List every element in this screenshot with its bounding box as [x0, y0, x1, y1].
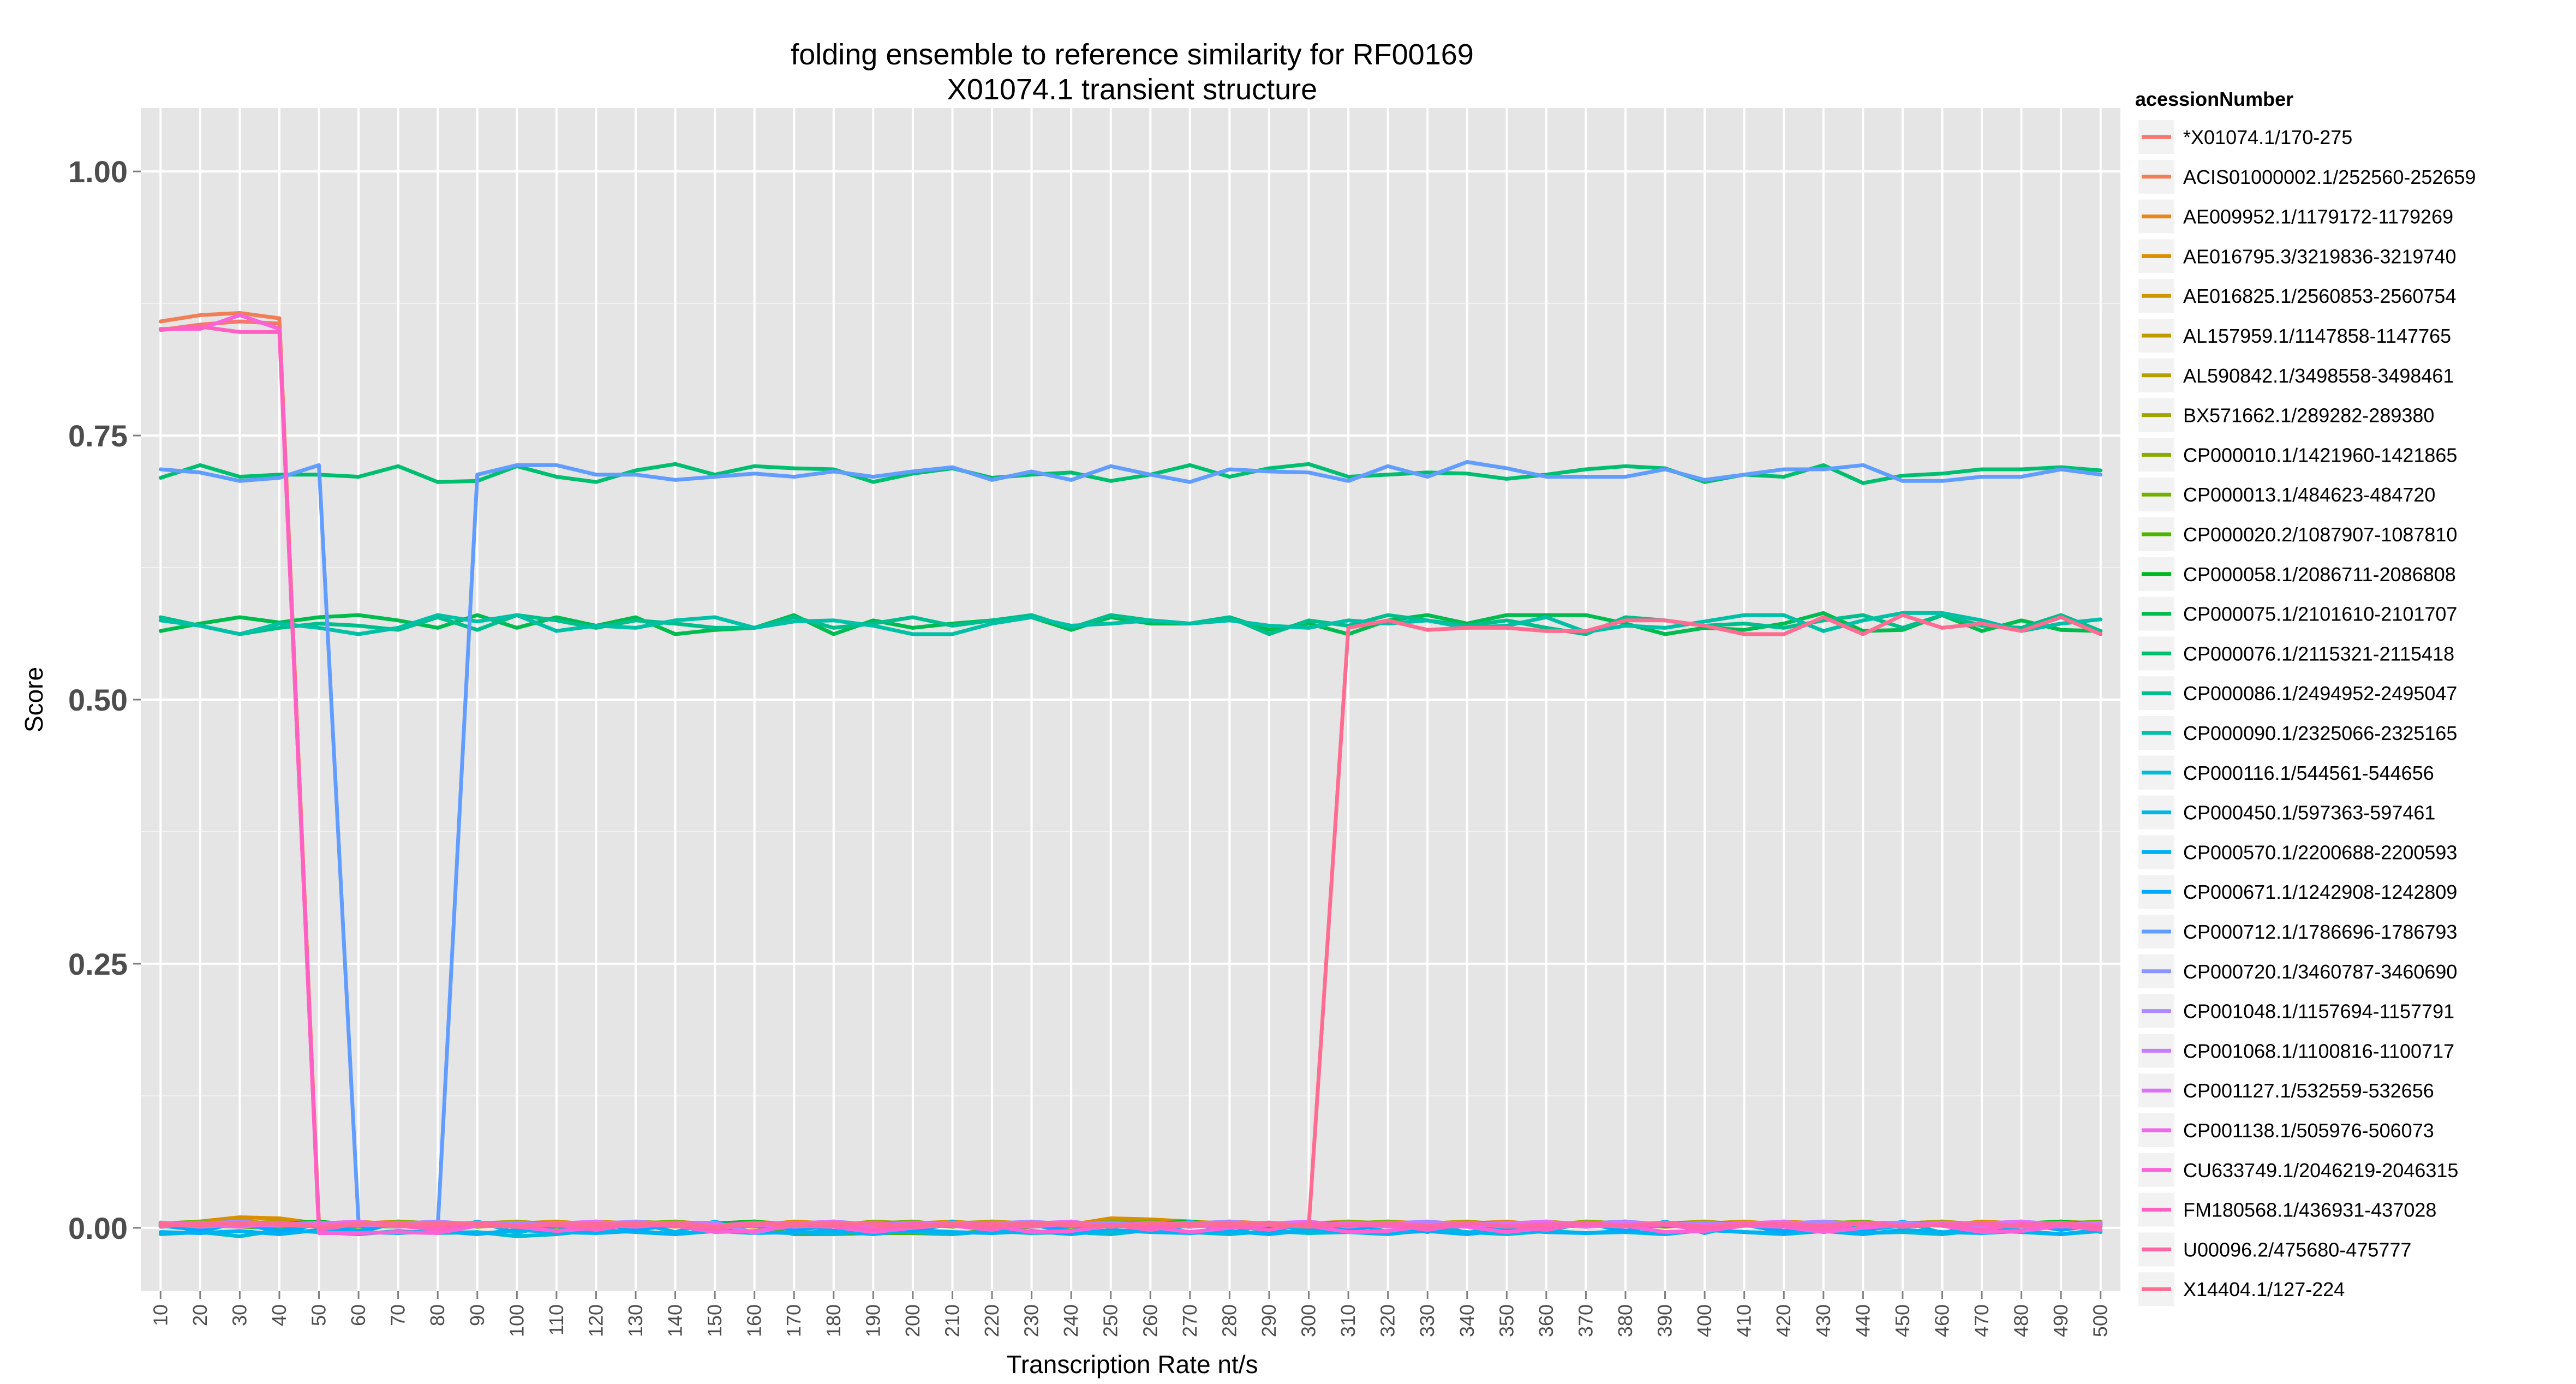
x-tick-label: 110 — [545, 1304, 567, 1335]
legend-item-label: CU633749.1/2046219-2046315 — [2183, 1159, 2458, 1182]
legend-item-label: AL157959.1/1147858-1147765 — [2183, 325, 2451, 347]
legend-item-label: ACIS01000002.1/252560-252659 — [2183, 166, 2476, 188]
x-tick-label: 70 — [387, 1304, 409, 1326]
plot-area: 0.00 0.25 0.50 0.75 1.00 10 20 30 40 50 60 70 80 90 10… — [68, 108, 2120, 1337]
legend-item-label: CP000020.2/1087907-1087810 — [2183, 523, 2457, 546]
legend-item-label: CP000086.1/2494952-2495047 — [2183, 682, 2457, 705]
x-tick-label: 90 — [466, 1304, 488, 1326]
legend-item-label: *X01074.1/170-275 — [2183, 126, 2352, 148]
x-tick-label: 480 — [2010, 1304, 2033, 1337]
legend-title: acessionNumber — [2135, 88, 2293, 110]
series-line — [158, 613, 2103, 1229]
legend-item-label: AE016795.3/3219836-3219740 — [2183, 245, 2456, 267]
legend-item-label: CP000116.1/544561-544656 — [2183, 762, 2434, 784]
x-tick-label: 500 — [2089, 1304, 2112, 1337]
x-tick-label: 190 — [862, 1304, 884, 1337]
x-tick-label: 270 — [1179, 1304, 1201, 1337]
x-tick-label: 440 — [1851, 1304, 1874, 1337]
legend-item-label: U00096.2/475680-475777 — [2183, 1238, 2411, 1261]
x-tick-label: 220 — [981, 1304, 1003, 1337]
legend-item-label: CP000712.1/1786696-1786793 — [2183, 921, 2457, 943]
legend-item-label: CP001048.1/1157694-1157791 — [2183, 1000, 2454, 1023]
y-tick-label: 0.25 — [68, 947, 128, 981]
series-line — [158, 460, 2103, 1230]
x-tick-label: 290 — [1258, 1304, 1280, 1337]
x-tick-label: 370 — [1574, 1304, 1597, 1337]
x-tick-label: 50 — [308, 1304, 330, 1326]
legend-item-label: CP000010.1/1421960-1421865 — [2183, 444, 2457, 466]
x-tick-label: 30 — [228, 1304, 250, 1326]
x-tick-label: 310 — [1337, 1304, 1359, 1337]
legend-item-label: BX571662.1/289282-289380 — [2183, 404, 2434, 427]
x-tick-label: 260 — [1139, 1304, 1161, 1337]
legend-item-label: CP000076.1/2115321-2115418 — [2183, 642, 2454, 665]
legend-item-label: CP000013.1/484623-484720 — [2183, 484, 2435, 506]
x-tick-label: 300 — [1298, 1304, 1320, 1337]
legend-item-label: CP000075.1/2101610-2101707 — [2183, 603, 2457, 625]
x-tick-label: 140 — [664, 1304, 686, 1337]
x-tick-label: 390 — [1654, 1304, 1676, 1337]
x-tick-label: 470 — [1970, 1304, 1993, 1337]
x-tick-label: 170 — [782, 1304, 805, 1337]
legend-item-label: FM180568.1/436931-437028 — [2183, 1199, 2436, 1221]
x-tick-label: 150 — [703, 1304, 726, 1337]
x-tick-label: 240 — [1060, 1304, 1082, 1337]
legend-item-label: CP000058.1/2086711-2086808 — [2183, 563, 2456, 586]
chart-subtitle: X01074.1 transient structure — [947, 73, 1317, 106]
y-axis-title: Score — [20, 667, 48, 732]
legend-item-label: CP001068.1/1100816-1100717 — [2183, 1040, 2454, 1062]
legend: *X01074.1/170-275 ACIS01000002.1/252560-2… — [2138, 120, 2476, 1307]
x-tick-label: 330 — [1416, 1304, 1438, 1337]
series-line — [158, 611, 2103, 636]
x-tick-label: 210 — [941, 1304, 963, 1337]
x-tick-label: 160 — [743, 1304, 766, 1337]
series-line — [158, 613, 2103, 636]
x-tick-label: 10 — [149, 1304, 171, 1326]
y-tick-label: 0.75 — [68, 419, 128, 453]
x-tick-label: 490 — [2049, 1304, 2072, 1337]
legend-item-label: CP001138.1/505976-506073 — [2183, 1119, 2434, 1142]
y-tick-label: 0.00 — [68, 1211, 128, 1245]
x-tick-label: 340 — [1456, 1304, 1478, 1337]
x-tick-label: 360 — [1535, 1304, 1557, 1337]
chart-title: folding ensemble to reference similarity… — [791, 38, 1474, 71]
legend-item-label: CP000090.1/2325066-2325165 — [2183, 722, 2457, 744]
x-tick-label: 250 — [1099, 1304, 1122, 1337]
x-tick-label: 400 — [1693, 1304, 1716, 1337]
x-tick-label: 60 — [347, 1304, 369, 1326]
x-tick-label: 180 — [822, 1304, 845, 1337]
legend-item-label: CP000671.1/1242908-1242809 — [2183, 881, 2457, 903]
x-tick-label: 280 — [1218, 1304, 1240, 1337]
legend-item-label: AE016825.1/2560853-2560754 — [2183, 285, 2456, 307]
x-tick-label: 430 — [1812, 1304, 1834, 1337]
x-tick-label: 450 — [1891, 1304, 1914, 1337]
x-tick-label: 120 — [584, 1304, 607, 1337]
legend-item-label: CP000450.1/597363-597461 — [2183, 802, 2435, 824]
legend-item-label: CP000570.1/2200688-2200593 — [2183, 841, 2457, 863]
series-line — [158, 462, 2103, 485]
legend-item-label: AL590842.1/3498558-3498461 — [2183, 365, 2454, 387]
x-tick-label: 100 — [505, 1304, 528, 1337]
legend-item-label: AE009952.1/1179172-1179269 — [2183, 206, 2453, 228]
x-tick-label: 420 — [1772, 1304, 1795, 1337]
x-axis-title: Transcription Rate nt/s — [1006, 1350, 1258, 1379]
y-tick-label: 0.50 — [68, 683, 128, 717]
x-tick-label: 320 — [1377, 1304, 1399, 1337]
x-tick-label: 230 — [1020, 1304, 1043, 1337]
x-tick-label: 200 — [901, 1304, 924, 1337]
legend-item-label: CP001127.1/532559-532656 — [2183, 1079, 2434, 1102]
x-tick-label: 380 — [1614, 1304, 1636, 1337]
y-tick-label: 1.00 — [68, 154, 128, 189]
x-tick-label: 350 — [1495, 1304, 1517, 1337]
x-tick-label: 460 — [1930, 1304, 1953, 1337]
legend-item-label: X14404.1/127-224 — [2183, 1278, 2345, 1301]
legend-item-label: CP000720.1/3460787-3460690 — [2183, 961, 2457, 983]
x-tick-label: 20 — [189, 1304, 211, 1326]
x-tick-label: 410 — [1733, 1304, 1755, 1337]
x-tick-label: 40 — [268, 1304, 290, 1326]
series-line — [158, 1228, 2103, 1236]
x-tick-label: 80 — [426, 1304, 449, 1326]
x-tick-label: 130 — [624, 1304, 647, 1337]
